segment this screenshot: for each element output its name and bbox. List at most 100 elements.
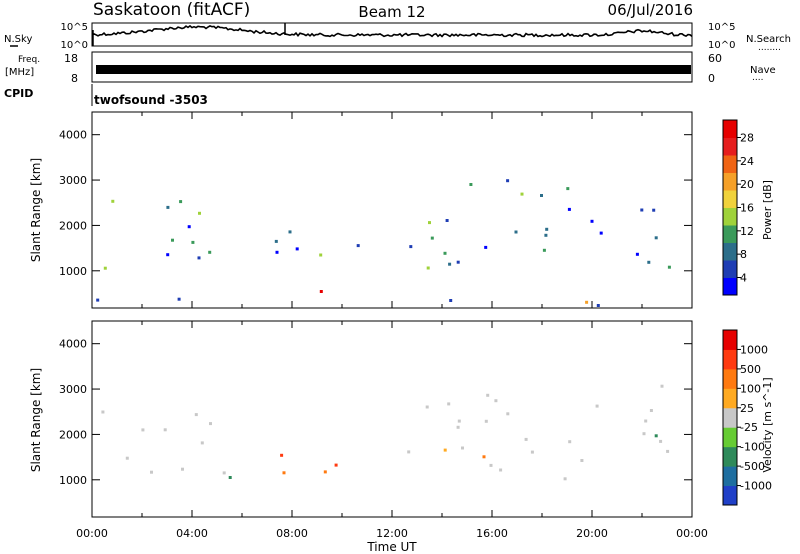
time-tick-label: 12:00 xyxy=(376,527,408,540)
heatmap-cell xyxy=(200,441,204,445)
y-tick-label: 1000 xyxy=(59,265,87,278)
cpid-value: twofsound -3503 xyxy=(94,93,208,107)
power-axes: 1000 2000 3000 4000 xyxy=(59,112,693,308)
power-colorbar: 4 8 12 16 20 24 28 xyxy=(722,119,754,296)
y-tick-label: 2000 xyxy=(59,219,87,232)
heatmap-cell xyxy=(319,253,323,257)
colorbar-swatch xyxy=(723,427,737,448)
time-tick-label: 00:00 xyxy=(676,527,708,540)
heatmap-cell xyxy=(447,402,451,406)
heatmap-cell xyxy=(177,297,181,301)
heatmap-cell xyxy=(514,230,518,234)
colorbar-frame xyxy=(722,329,738,506)
nsky-label: N.Sky xyxy=(4,34,32,45)
y-tick-label: 4000 xyxy=(59,129,87,142)
colorbar-tick-label: 1000 xyxy=(740,343,768,356)
colorbar-swatch xyxy=(723,485,737,506)
colorbar-tick-label: 24 xyxy=(740,155,754,168)
nave-label: Nave xyxy=(750,65,776,76)
heatmap-cell xyxy=(482,455,486,459)
heatmap-cell xyxy=(187,225,191,229)
velocity-heatmap-cells xyxy=(101,384,670,481)
velocity-colorbar-label: Velocity [m s^-1] xyxy=(761,377,774,472)
heatmap-cell xyxy=(494,399,498,403)
colorbar-swatch xyxy=(723,466,737,487)
time-tick-label: 16:00 xyxy=(476,527,508,540)
colorbar-swatch xyxy=(723,349,737,370)
power-panel-background xyxy=(92,112,692,308)
heatmap-cell xyxy=(654,236,658,240)
heatmap-cell xyxy=(445,219,449,222)
heatmap-cell xyxy=(642,432,646,436)
heatmap-cell xyxy=(150,470,153,474)
colorbar-swatch xyxy=(723,120,737,138)
heatmap-cell xyxy=(428,221,431,225)
heatmap-cell xyxy=(530,450,534,454)
noise-tick-right-top: 10^5 xyxy=(708,22,735,33)
heatmap-cell xyxy=(545,227,549,231)
nave-tick-bottom: 0 xyxy=(708,72,715,85)
heatmap-cell xyxy=(425,405,429,409)
freq-panel-frame xyxy=(91,51,693,83)
colorbar-swatch xyxy=(723,225,737,243)
heatmap-cell xyxy=(356,244,360,248)
time-axis-label: Time UT xyxy=(366,540,417,554)
heatmap-cell xyxy=(101,410,105,414)
heatmap-cell xyxy=(540,194,543,197)
heatmap-cell xyxy=(282,471,286,475)
nsearch-dots: ........ xyxy=(758,43,781,53)
heatmap-cell xyxy=(585,300,589,304)
y-tick-label: 1000 xyxy=(59,474,87,487)
heatmap-cell xyxy=(660,384,664,388)
heatmap-cell xyxy=(596,304,600,307)
heatmap-cell xyxy=(430,236,434,240)
heatmap-cell xyxy=(275,250,279,254)
heatmap-cell xyxy=(449,299,453,302)
heatmap-cell xyxy=(566,187,570,191)
velocity-colorbar: 1000 500 100 25 -25 -100 -500 -1000 xyxy=(722,329,772,506)
y-tick-label: 3000 xyxy=(59,174,87,187)
velocity-panel-background xyxy=(92,321,692,517)
heatmap-cell xyxy=(111,199,115,203)
colorbar-swatch xyxy=(723,277,737,296)
colorbar-tick-label: 8 xyxy=(740,248,747,261)
heatmap-cell xyxy=(484,245,488,249)
colorbar-tick-label: 16 xyxy=(740,202,754,215)
beam-label: Beam 12 xyxy=(358,3,425,21)
heatmap-cell xyxy=(654,434,658,438)
heatmap-cell xyxy=(426,266,430,270)
cpid-label: CPID xyxy=(4,87,33,100)
heatmap-cell xyxy=(280,453,284,457)
heatmap-cell xyxy=(319,290,323,293)
heatmap-cell xyxy=(443,251,447,255)
heatmap-cell xyxy=(524,437,528,441)
nave-tick-top: 60 xyxy=(708,52,722,65)
heatmap-cell xyxy=(544,233,548,237)
y-tick-label: 2000 xyxy=(59,428,87,441)
colorbar-tick-label: 12 xyxy=(740,225,754,238)
colorbar-swatch xyxy=(723,137,737,156)
heatmap-cell xyxy=(171,238,174,242)
colorbar-tick-label: 4 xyxy=(740,272,747,285)
nave-dots: .... xyxy=(752,73,763,83)
colorbar-swatch xyxy=(723,446,737,467)
heatmap-cell xyxy=(198,211,201,215)
heatmap-cell xyxy=(456,260,460,264)
heatmap-cell xyxy=(649,409,653,412)
date-label: 06/Jul/2016 xyxy=(608,1,693,19)
heatmap-cell xyxy=(409,245,413,249)
heatmap-cell xyxy=(635,252,639,256)
time-tick-label: 08:00 xyxy=(276,527,308,540)
heatmap-cell xyxy=(179,200,183,204)
heatmap-cell xyxy=(644,419,648,423)
colorbar-swatch xyxy=(723,330,737,350)
freq-tick-bottom: 8 xyxy=(71,72,78,85)
heatmap-cell xyxy=(563,477,567,481)
heatmap-cell xyxy=(208,250,212,254)
y-tick-label: 4000 xyxy=(59,338,87,351)
colorbar-tick-label: -1000 xyxy=(740,480,772,493)
heatmap-cell xyxy=(125,456,129,460)
heatmap-cell xyxy=(166,253,170,257)
heatmap-cell xyxy=(295,247,299,251)
heatmap-cell xyxy=(209,422,212,426)
